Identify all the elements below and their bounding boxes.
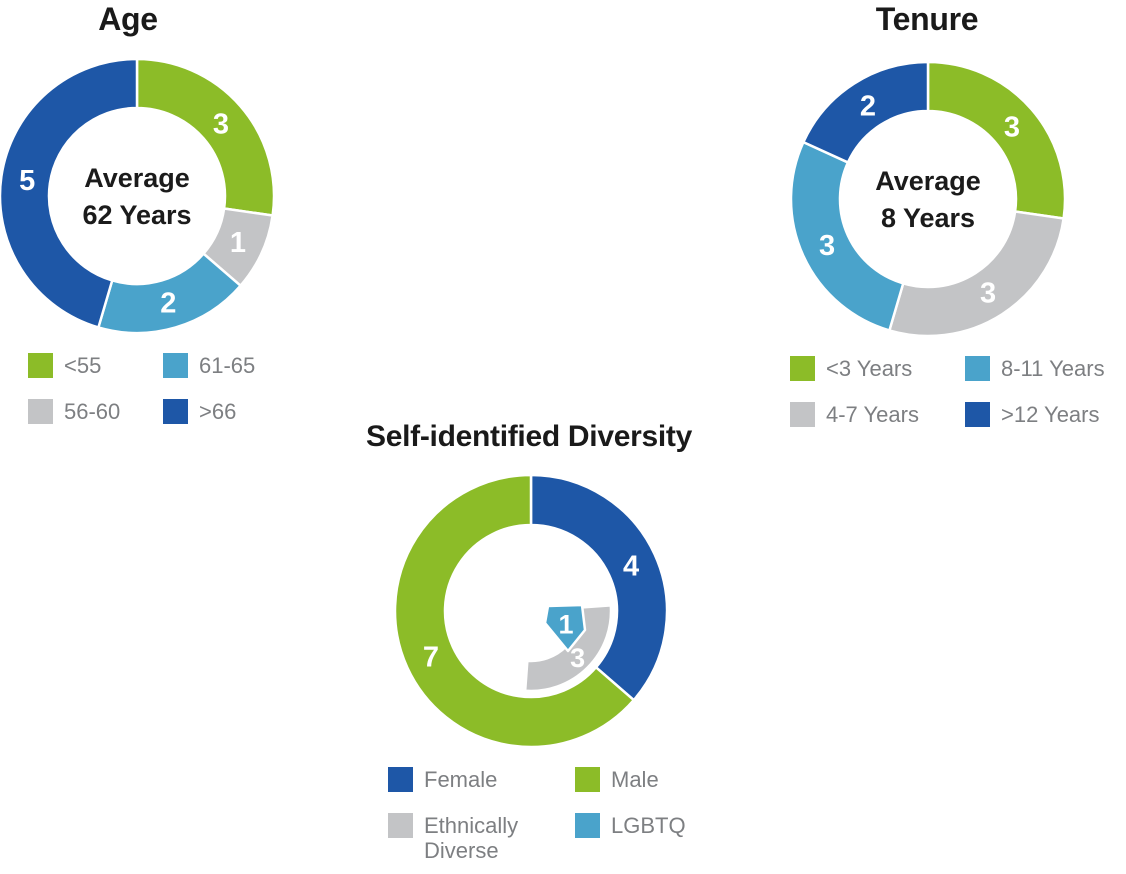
age-center-line1: Average [84, 163, 190, 193]
legend-swatch-dark-blue [388, 767, 413, 792]
age-segment-55 [135, 57, 276, 217]
age-legend-item-66: >66 [163, 399, 255, 424]
diversity-badge-value-lgbtq: 1 [558, 610, 573, 640]
age-segment-value-55: 3 [213, 108, 229, 140]
diversity-segment-value-female: 4 [623, 550, 639, 582]
tenure-center-label: Average 8 Years [875, 163, 981, 237]
legend-label: <3 Years [826, 356, 913, 381]
diversity-legend-item-female: Female [388, 767, 575, 792]
tenure-segment-8-11-years [789, 140, 905, 332]
legend-label: Ethnically Diverse [424, 813, 519, 863]
tenure-chart-title: Tenure [875, 1, 979, 37]
tenure-segment-value-8-11-years: 3 [819, 230, 835, 262]
tenure-legend-item-8-11-years: 8-11 Years [965, 356, 1105, 381]
legend-label: >12 Years [1001, 402, 1100, 427]
age-segment-66 [0, 57, 139, 329]
tenure-donut-svg: 3 3 3 2 [789, 60, 1067, 338]
legend-swatch-gray [790, 402, 815, 427]
legend-swatch-light-blue [163, 353, 188, 378]
legend-swatch-gray [388, 813, 413, 838]
tenure-legend-item-3-years: <3 Years [790, 356, 965, 381]
age-chart-title: Age [98, 1, 158, 37]
tenure-center-line1: Average [875, 166, 981, 196]
legend-swatch-green [28, 353, 53, 378]
age-center-label: Average 62 Years [82, 160, 191, 234]
age-donut-chart: 3 1 2 5 [0, 57, 276, 335]
diversity-legend-item-lgbtq: LGBTQ [575, 813, 686, 863]
tenure-segment-value-4-7-years: 3 [980, 277, 996, 309]
legend-swatch-green [575, 767, 600, 792]
diversity-segment-value-male: 7 [423, 642, 439, 674]
age-center-line2: 62 Years [82, 200, 192, 230]
tenure-donut-chart: 3 3 3 2 [789, 60, 1067, 338]
tenure-legend-item-12-years: >12 Years [965, 402, 1105, 427]
tenure-segment-4-7-years [888, 210, 1065, 338]
legend-swatch-dark-blue [965, 402, 990, 427]
legend-swatch-light-blue [575, 813, 600, 838]
legend-label: Female [424, 767, 498, 792]
diversity-inner-segment-value-ethnically-diverse: 3 [570, 643, 585, 673]
age-segment-value-61-65: 2 [160, 288, 176, 320]
diversity-donut-svg: 4 7 31 [393, 473, 669, 749]
legend-swatch-light-blue [965, 356, 990, 381]
diversity-legend: Female Male Ethnically Diverse LGBTQ [388, 767, 686, 863]
tenure-segment-3-years [926, 60, 1067, 220]
age-legend-item-56-60: 56-60 [28, 399, 163, 424]
diversity-badge-lgbtq [543, 603, 587, 653]
age-legend-item-55: <55 [28, 353, 163, 378]
legend-swatch-gray [28, 399, 53, 424]
legend-swatch-green [790, 356, 815, 381]
legend-label: 61-65 [199, 353, 256, 378]
legend-label: Male [611, 767, 659, 792]
legend-swatch-dark-blue [163, 399, 188, 424]
tenure-center-line2: 8 Years [880, 203, 976, 233]
tenure-legend-item-4-7-years: 4-7 Years [790, 402, 965, 427]
legend-label: LGBTQ [611, 813, 686, 838]
tenure-segment-value-3-years: 3 [1004, 111, 1020, 143]
tenure-segment-12-years [802, 60, 930, 164]
legend-label: >66 [199, 399, 237, 424]
age-segment-value-56-60: 1 [230, 227, 246, 259]
legend-label: 8-11 Years [1001, 356, 1105, 381]
diversity-segment-male [393, 473, 636, 749]
legend-label: <55 [64, 353, 102, 378]
age-donut-svg: 3 1 2 5 [0, 57, 276, 335]
age-segment-value-66: 5 [19, 165, 35, 197]
diversity-chart-title: Self-identified Diversity [366, 420, 692, 453]
tenure-legend: <3 Years 8-11 Years 4-7 Years >12 Years [790, 356, 1105, 427]
age-legend-item-61-65: 61-65 [163, 353, 255, 378]
diversity-legend-item-male: Male [575, 767, 686, 792]
diversity-legend-item-ethnically-diverse: Ethnically Diverse [388, 813, 575, 863]
diversity-segment-female [529, 473, 669, 702]
age-legend: <55 61-65 56-60 >66 [28, 353, 255, 424]
legend-label: 56-60 [64, 399, 121, 424]
tenure-segment-value-12-years: 2 [860, 91, 876, 123]
legend-label: 4-7 Years [826, 402, 919, 427]
